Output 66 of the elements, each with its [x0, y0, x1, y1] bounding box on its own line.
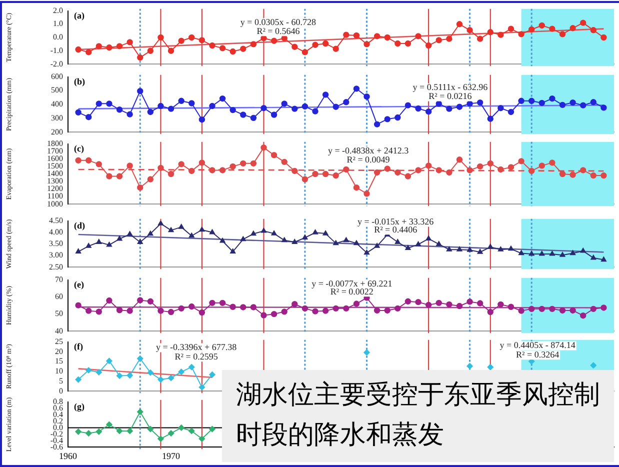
y-tick-label: 1300 [47, 176, 63, 186]
annotation: R² = 0.0049 [346, 154, 390, 164]
y-tick-label: -0.2 [50, 429, 63, 438]
annotation: y = -0.0077x + 69.221 [312, 278, 392, 288]
y-tick-label: 2.0 [53, 6, 63, 15]
x-tick-label: 1970 [162, 450, 181, 461]
y-tick-label: 400 [51, 100, 63, 109]
annotation: (b) [74, 76, 85, 87]
annotation: y = -0.4838x + 2412.3 [328, 145, 410, 156]
y-tick-label: 1100 [47, 192, 63, 201]
annotation: R² = 0.0022 [330, 286, 374, 296]
y-tick-label: 3.00 [49, 250, 63, 260]
annotation: y = 0.5111x - 632.96 [412, 82, 488, 92]
y-tick-label: 40 [55, 326, 63, 336]
annotation: (c) [74, 144, 84, 154]
annotation: y = 0.0305x - 60.728 [240, 16, 316, 27]
y-tick-label: 15 [55, 356, 63, 366]
y-tick-label: 0.4 [53, 410, 63, 419]
y-tick-label: -0.6 [50, 442, 63, 452]
annotation: R² = 0.3264 [516, 349, 560, 360]
annotation: y = -0.3396x + 677.38 [156, 342, 238, 352]
y-tick-label: 1500 [47, 162, 63, 171]
y-tick-label: 2.50 [49, 262, 63, 272]
y-tick-label: -0.4 [50, 436, 63, 445]
y-tick-label: 600 [51, 72, 63, 81]
y-tick-label: 1800 [47, 138, 63, 148]
y-tick-label: 300 [51, 113, 63, 122]
y-tick-label: -2.0 [50, 59, 63, 68]
y-tick-label: 0 [59, 386, 63, 396]
y-tick-label: 0.0 [53, 32, 63, 42]
annotation: R² = 0.5646 [256, 26, 300, 36]
annotation: (d) [74, 220, 85, 231]
y-tick-label: 70 [55, 274, 63, 284]
y-tick-label: 1400 [47, 169, 63, 178]
y-tick-label: 5 [59, 376, 63, 386]
y-tick-label: -1.0 [50, 46, 63, 55]
annotation: y = 0.4405x - 874.14 [500, 340, 576, 350]
annotation: R² = 0.4406 [374, 224, 418, 234]
y-tick-label: 1700 [47, 146, 63, 156]
y-tick-label: 0.6 [53, 403, 63, 412]
y-tick-label: 0.8 [53, 396, 63, 406]
y-tick-label: 4.00 [49, 227, 63, 236]
annotation: 湖水位主要受控于东亚季风控制时段的降水和蒸发 [222, 370, 614, 462]
y-tick-label: 0.0 [53, 422, 63, 432]
annotation: (f) [74, 342, 83, 352]
y-tick-label: 1.0 [53, 19, 63, 28]
y-tick-label: 1000 [47, 199, 63, 208]
y-tick-label: 1600 [47, 154, 63, 163]
annotation: (e) [74, 280, 84, 290]
annotation: R² = 0.2595 [174, 351, 218, 362]
y-tick-label: 10 [55, 366, 63, 376]
y-tick-label: 20 [55, 346, 63, 356]
annotation: (a) [74, 10, 84, 21]
annotation: y = -0.015x + 33.326 [358, 216, 434, 227]
y-tick-label: 1200 [47, 184, 63, 194]
y-tick-label: 60 [55, 292, 63, 302]
annotation: R² = 0.0216 [428, 91, 472, 102]
y-tick-label: 3.50 [49, 239, 63, 248]
y-tick-label: 0.2 [53, 416, 63, 426]
annotation: (g) [74, 402, 84, 412]
y-tick-label: 200 [51, 127, 63, 136]
y-tick-label: 4.50 [49, 216, 63, 225]
y-tick-label: 25 [55, 336, 63, 346]
y-tick-label: 500 [51, 86, 63, 95]
x-tick-label: 1960 [59, 450, 78, 461]
y-tick-label: 50 [55, 309, 63, 318]
